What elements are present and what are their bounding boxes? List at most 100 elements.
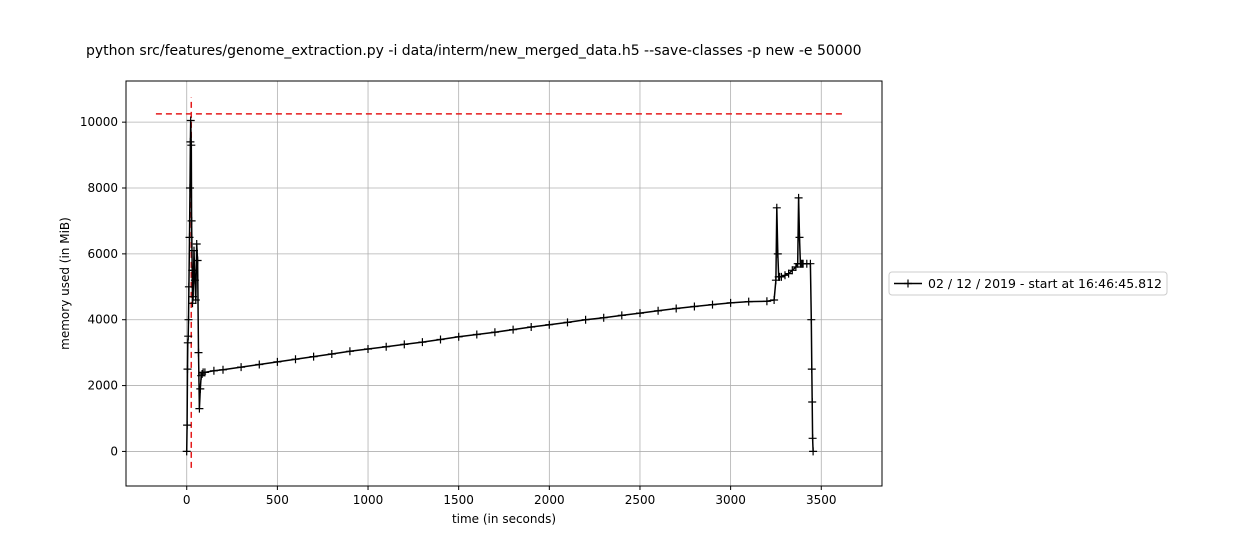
memory-point-marker	[690, 302, 699, 311]
memory-point-marker	[190, 276, 199, 285]
x-tick-label: 1500	[443, 493, 474, 507]
memory-point-marker	[237, 363, 246, 372]
memory-point-marker	[184, 282, 193, 291]
memory-point-marker	[806, 259, 815, 268]
memory-point-marker	[708, 300, 717, 309]
memory-point-marker	[193, 256, 202, 265]
x-axis-ticks: 0 500 1000 1500 2000 2500 3000 3500	[183, 486, 837, 507]
memory-point-marker	[770, 296, 779, 304]
memory-point-marker	[209, 366, 218, 375]
x-tick-label: 0	[183, 493, 191, 507]
memory-point-marker	[436, 335, 445, 344]
memory-point-marker	[190, 246, 198, 255]
y-tick-label: 10000	[80, 115, 118, 129]
memory-point-marker	[772, 203, 781, 212]
memory-point-marker	[197, 371, 206, 380]
memory-point-marker	[784, 269, 793, 278]
memory-point-marker	[777, 272, 786, 281]
y-tick-label: 2000	[87, 379, 118, 393]
plot-frame	[125, 80, 883, 487]
memory-point-marker	[795, 233, 804, 242]
y-tick-label: 8000	[87, 181, 118, 195]
memory-point-marker	[273, 357, 282, 366]
memory-point-marker	[781, 271, 789, 280]
memory-point-marker	[183, 365, 192, 374]
memory-point-marker	[808, 398, 817, 406]
y-axis-label: memory used (in MiB)	[58, 217, 72, 350]
legend: 02 / 12 / 2019 - start at 16:46:45.812	[888, 271, 1168, 296]
memory-point-marker	[490, 328, 499, 337]
series-layer	[182, 116, 818, 456]
memory-point-marker	[418, 338, 427, 347]
memory-point-marker	[184, 332, 193, 341]
memory-point-marker	[808, 434, 817, 443]
memory-point-marker	[807, 315, 816, 324]
memory-point-marker	[186, 137, 195, 146]
x-tick-label: 500	[266, 493, 289, 507]
memory-point-marker	[200, 368, 209, 377]
legend-box	[888, 271, 1168, 296]
memory-point-marker	[182, 447, 191, 456]
memory-point-marker	[454, 332, 463, 341]
memory-point-marker	[788, 266, 797, 275]
memory-point-marker	[191, 296, 200, 304]
memory-point-marker	[219, 365, 227, 374]
memory-point-marker	[744, 297, 753, 306]
memory-point-marker	[183, 421, 192, 430]
memory-point-marker	[809, 447, 818, 456]
memory-point-marker	[545, 320, 554, 329]
memory-point-marker	[255, 360, 264, 369]
y-axis-ticks: 0 2000 4000 6000 8000 10000	[80, 115, 126, 458]
memory-point-marker	[185, 233, 194, 242]
legend-label: 02 / 12 / 2019 - start at 16:46:45.812	[928, 276, 1162, 291]
x-tick-label: 2500	[625, 493, 656, 507]
memory-point-marker	[194, 348, 203, 357]
memory-point-marker	[636, 309, 644, 318]
memory-point-marker	[791, 263, 800, 271]
memory-point-marker	[400, 340, 409, 349]
chart-title: python src/features/genome_extraction.py…	[86, 43, 862, 59]
memory-point-marker	[807, 365, 816, 374]
memory-point-marker	[599, 313, 608, 322]
annotation-layer	[155, 97, 845, 468]
memory-point-marker	[672, 304, 681, 313]
legend-marker-swatch	[904, 279, 912, 288]
memory-point-marker	[563, 318, 572, 327]
memory-point-marker	[509, 325, 518, 334]
memory-point-marker	[382, 342, 391, 351]
memory-point-marker	[196, 384, 205, 393]
memory-point-marker	[187, 141, 196, 150]
memory-point-marker	[291, 355, 300, 364]
memory-point-marker	[189, 266, 198, 275]
memory-point-marker	[184, 315, 193, 324]
x-tick-label: 3000	[715, 493, 746, 507]
memory-point-marker	[527, 323, 536, 331]
memory-point-marker	[187, 216, 196, 225]
memory-point-marker	[327, 350, 336, 358]
y-tick-label: 4000	[87, 313, 118, 327]
memory-point-marker	[309, 352, 318, 361]
memory-point-marker	[186, 116, 195, 125]
memory-point-marker	[581, 315, 590, 324]
y-tick-label: 6000	[87, 247, 118, 261]
memory-point-marker	[726, 298, 735, 307]
memory-point-marker	[345, 347, 354, 356]
memory-point-marker	[654, 306, 663, 315]
memory-point-marker	[364, 345, 372, 353]
grid-layer	[126, 81, 882, 486]
memory-point-marker	[794, 193, 803, 202]
x-tick-label: 1000	[353, 493, 384, 507]
memory-point-marker	[762, 297, 771, 306]
memory-point-marker	[472, 330, 481, 339]
memory-point-marker	[617, 311, 626, 320]
memory-point-marker	[773, 249, 782, 258]
x-tick-label: 3500	[806, 493, 837, 507]
x-tick-label: 2000	[534, 493, 565, 507]
memory-point-marker	[195, 404, 204, 413]
y-tick-label: 0	[110, 444, 118, 458]
x-axis-label: time (in seconds)	[452, 512, 556, 526]
memory-point-marker	[186, 184, 194, 192]
memory-point-marker	[192, 240, 201, 248]
memory-series-line	[185, 119, 814, 452]
